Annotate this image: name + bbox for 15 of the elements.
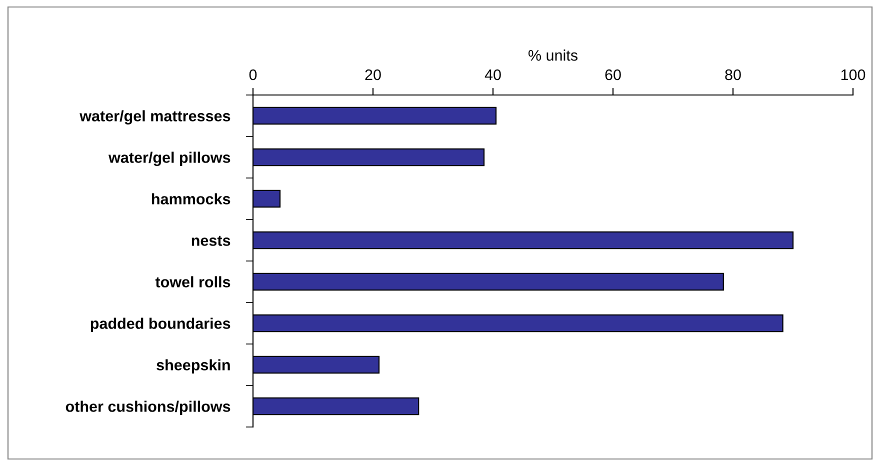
x-tick-label: 80	[725, 69, 741, 80]
x-tick-label: 40	[484, 69, 501, 80]
x-tick-label: 60	[605, 69, 621, 80]
x-tick-label: 100	[841, 69, 866, 80]
y-tick-label: towel rolls	[155, 276, 230, 288]
y-tick-label: sheepskin	[156, 359, 230, 374]
y-tick-label: hammocks	[152, 193, 230, 204]
y-tick-label: water/gel mattresses	[80, 110, 230, 125]
x-tick-label: 20	[365, 69, 381, 80]
y-tick-label: other cushions/pillows	[66, 400, 230, 415]
y-tick-label: nests	[192, 236, 230, 246]
y-tick-label: water/gel pillows	[108, 152, 230, 166]
x-axis-title: % units	[528, 50, 578, 61]
y-tick-label: padded boundaries	[90, 318, 230, 332]
x-tick-label: 0	[249, 69, 257, 80]
